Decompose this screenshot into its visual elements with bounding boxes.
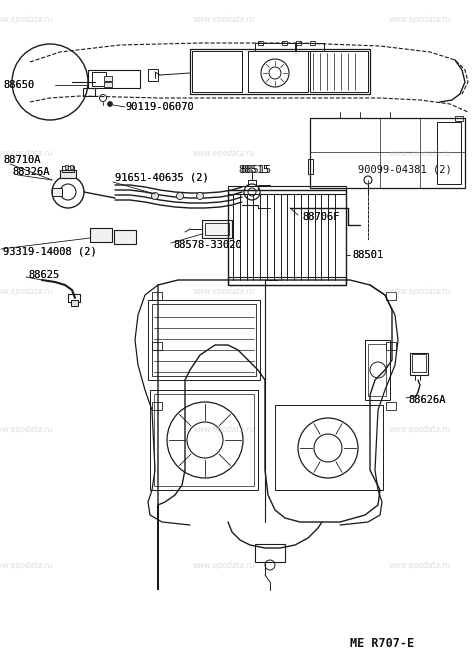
Text: 91651-40635 (2): 91651-40635 (2) (115, 173, 209, 183)
Bar (258, 41, 263, 45)
Text: 90119-06070: 90119-06070 (125, 102, 194, 112)
Text: 90119-06070: 90119-06070 (125, 102, 194, 112)
Bar (104, 82, 112, 87)
Text: 88626A: 88626A (408, 395, 446, 405)
Bar (437, 122, 461, 184)
Text: 88625: 88625 (28, 270, 59, 280)
Text: 93319-14008 (2): 93319-14008 (2) (3, 247, 97, 257)
Text: 88515: 88515 (240, 165, 271, 175)
Text: ME R707-E: ME R707-E (350, 637, 414, 650)
Bar (152, 292, 162, 300)
Text: 88710A: 88710A (3, 155, 40, 165)
Bar (275, 405, 383, 490)
Bar (152, 304, 256, 376)
Bar (62, 166, 74, 172)
Bar (310, 118, 465, 188)
Bar (386, 402, 396, 410)
Text: www.epodata.ru: www.epodata.ru (193, 561, 255, 570)
Text: www.epodata.ru: www.epodata.ru (193, 287, 255, 295)
Bar (248, 180, 256, 186)
Bar (192, 51, 242, 92)
Bar (83, 88, 95, 96)
Bar (248, 51, 308, 92)
Bar (92, 72, 106, 86)
Bar (412, 354, 426, 372)
Text: www.epodata.ru: www.epodata.ru (0, 425, 53, 433)
Bar (282, 41, 287, 45)
Bar (228, 186, 346, 194)
Bar (150, 390, 258, 490)
Bar (68, 294, 80, 302)
Bar (152, 342, 162, 350)
Circle shape (197, 192, 203, 200)
Text: 88710A: 88710A (3, 155, 40, 165)
Text: www.epodata.ru: www.epodata.ru (0, 561, 53, 570)
Bar (386, 292, 396, 300)
Circle shape (108, 101, 112, 107)
Bar (70, 165, 73, 169)
Text: 88326A: 88326A (12, 167, 49, 177)
Bar (255, 544, 285, 562)
Bar (104, 76, 112, 81)
Text: 93319-14008 (2): 93319-14008 (2) (3, 247, 97, 257)
Text: www.epodata.ru: www.epodata.ru (389, 561, 451, 570)
Bar (190, 49, 370, 94)
Bar (205, 223, 229, 235)
Text: 88650: 88650 (3, 80, 34, 90)
Text: 88626A: 88626A (408, 395, 446, 405)
Text: 88625: 88625 (28, 270, 59, 280)
Text: www.epodata.ru: www.epodata.ru (0, 15, 53, 23)
Bar (368, 344, 386, 396)
Text: www.epodata.ru: www.epodata.ru (193, 15, 255, 23)
Text: 88326A: 88326A (12, 167, 49, 177)
Text: 90099-04381 (2): 90099-04381 (2) (358, 165, 452, 175)
Text: 88706F: 88706F (302, 212, 339, 222)
Bar (310, 51, 368, 92)
Text: www.epodata.ru: www.epodata.ru (389, 15, 451, 23)
Bar (71, 300, 78, 306)
Text: 91651-40635 (2): 91651-40635 (2) (115, 173, 209, 183)
Text: 88515: 88515 (238, 165, 269, 175)
Bar (255, 43, 295, 51)
Bar (228, 277, 346, 285)
Circle shape (152, 192, 158, 200)
Bar (88, 70, 140, 88)
Bar (60, 170, 76, 178)
Bar (296, 41, 301, 45)
Text: www.epodata.ru: www.epodata.ru (193, 425, 255, 433)
Text: 88650: 88650 (3, 80, 34, 90)
Text: www.epodata.ru: www.epodata.ru (389, 425, 451, 433)
Text: 88706F: 88706F (302, 212, 339, 222)
Bar (296, 43, 324, 51)
Text: www.epodata.ru: www.epodata.ru (0, 287, 53, 295)
Bar (310, 41, 315, 45)
Bar (65, 165, 68, 169)
Bar (52, 188, 62, 196)
Circle shape (176, 192, 183, 200)
Bar (308, 159, 313, 174)
Bar (152, 402, 162, 410)
Bar (410, 353, 428, 375)
Bar (114, 230, 136, 244)
Text: www.epodata.ru: www.epodata.ru (389, 149, 451, 159)
Bar (365, 340, 390, 400)
Text: www.epodata.ru: www.epodata.ru (0, 149, 53, 159)
Bar (154, 394, 254, 486)
Bar (386, 342, 396, 350)
Bar (202, 220, 232, 238)
Text: 88578-33020: 88578-33020 (173, 240, 242, 250)
Bar (148, 300, 260, 380)
Text: www.epodata.ru: www.epodata.ru (389, 287, 451, 295)
Bar (90, 228, 112, 242)
Bar (228, 190, 346, 285)
Text: 88578-33020: 88578-33020 (173, 240, 242, 250)
Text: www.epodata.ru: www.epodata.ru (193, 149, 255, 159)
Bar (455, 116, 463, 121)
Text: 88501: 88501 (352, 250, 383, 260)
Text: 88501: 88501 (352, 250, 383, 260)
Bar (148, 69, 158, 81)
